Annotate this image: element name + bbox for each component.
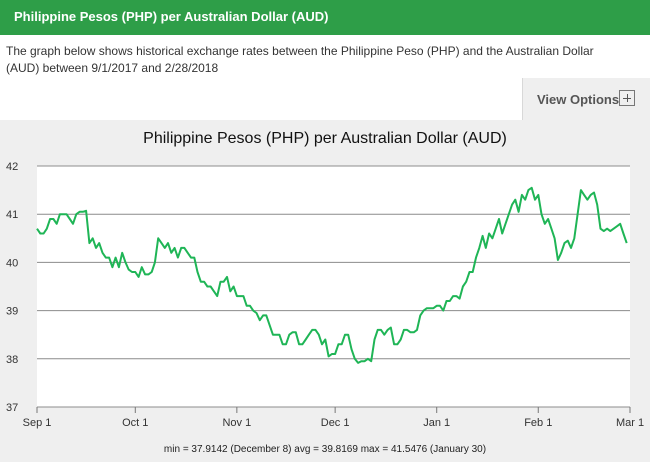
y-tick-label: 42 [6, 161, 18, 173]
plot-area [37, 166, 630, 407]
y-tick-label: 37 [6, 402, 18, 414]
y-tick-label: 41 [6, 209, 18, 221]
view-options-button[interactable]: View Options [522, 78, 650, 120]
x-tick-label: Mar 1 [616, 417, 644, 429]
description-text: The graph below shows historical exchang… [6, 44, 594, 75]
x-tick-label: Oct 1 [122, 417, 148, 429]
page-title: Philippine Pesos (PHP) per Australian Do… [14, 9, 329, 24]
x-tick-label: Sep 1 [23, 417, 52, 429]
chart-title: Philippine Pesos (PHP) per Australian Do… [143, 130, 507, 147]
series-line [36, 186, 628, 364]
view-options-label: View Options [537, 92, 620, 107]
y-tick-label: 40 [6, 257, 18, 269]
x-tick-label: Dec 1 [321, 417, 350, 429]
y-tick-label: 38 [6, 354, 18, 366]
x-tick-label: Feb 1 [524, 417, 552, 429]
x-tick-label: Jan 1 [423, 417, 450, 429]
page-header: Philippine Pesos (PHP) per Australian Do… [0, 0, 650, 35]
chart-panel: Philippine Pesos (PHP) per Australian Do… [0, 120, 650, 462]
chart-stats: min = 37.9142 (December 8) avg = 39.8169… [163, 444, 487, 455]
exchange-rate-chart: 37 38 39 40 41 42 Sep 1 Oct 1 Nov 1 Dec 1 Jan 1 Feb… [6, 161, 644, 429]
x-tick-label: Nov 1 [222, 417, 251, 429]
plus-box-icon [619, 90, 635, 106]
y-tick-label: 39 [6, 306, 18, 318]
